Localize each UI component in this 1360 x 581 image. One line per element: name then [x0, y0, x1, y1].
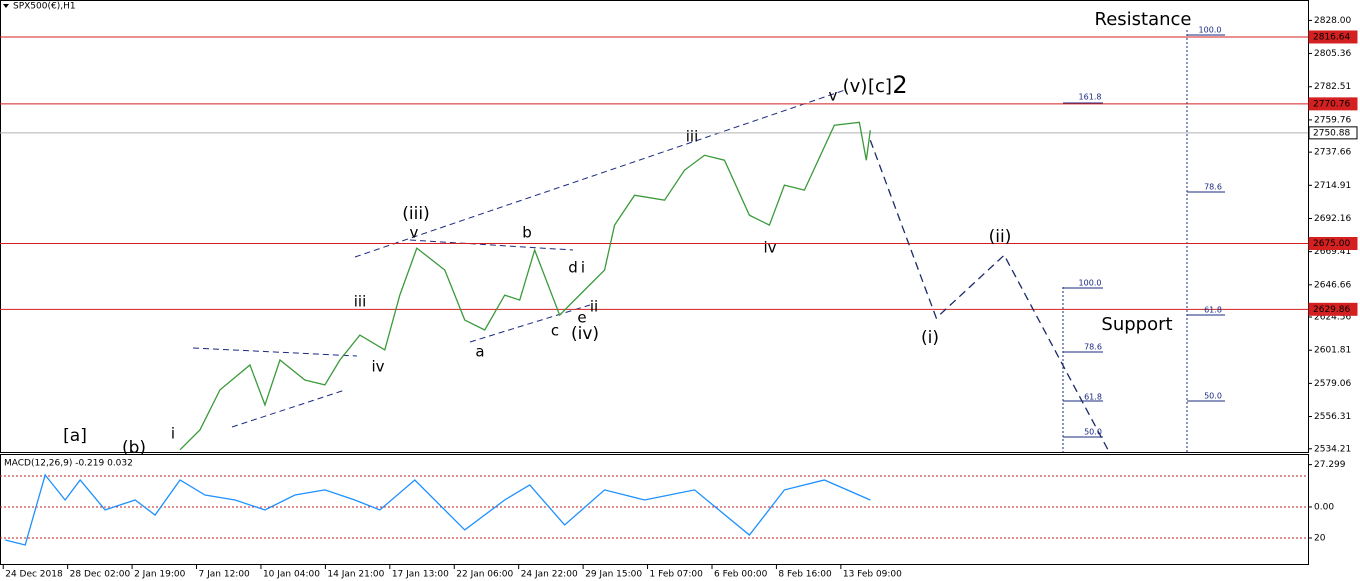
level-label: 2816.64 — [1313, 32, 1350, 42]
projection-line — [869, 140, 1110, 453]
wave-label: v — [829, 87, 838, 105]
macd-label: MACD(12,26,9) -0.219 0.032 — [4, 459, 133, 469]
fib-label: 78.6 — [1204, 183, 1222, 192]
level-label-box — [1308, 302, 1358, 316]
trend-line — [354, 89, 846, 258]
wave-label: iii — [354, 293, 367, 311]
macd-pane — [0, 454, 1309, 565]
y-tick-label: 2669.41 — [1314, 247, 1351, 257]
wave-label: (i) — [921, 328, 939, 348]
x-tick-label: 22 Jan 06:00 — [456, 570, 513, 580]
y-tick-label: 2737.66 — [1314, 148, 1351, 158]
x-tick-label: 6 Feb 00:00 — [714, 570, 768, 580]
wave-label: b — [522, 224, 532, 242]
y-tick-label: 2805.36 — [1314, 49, 1351, 59]
price-pane — [0, 0, 1309, 453]
level-label: 2629.86 — [1313, 305, 1350, 315]
wave-label: (ii) — [989, 227, 1012, 247]
level-label-box — [1308, 236, 1358, 250]
x-tick-label: 1 Feb 07:00 — [650, 570, 704, 580]
wave-label: i — [581, 259, 585, 277]
wave-label: a — [475, 343, 484, 361]
x-tick-label: 24 Dec 2018 — [5, 570, 63, 580]
level-label-box — [1308, 30, 1358, 44]
trend-line — [469, 304, 591, 343]
wave-label: (b) — [122, 438, 146, 458]
fib-lines — [1062, 30, 1188, 452]
level-label: 2770.76 — [1313, 99, 1350, 109]
wave-label: i — [171, 425, 175, 443]
fib-label: 161.8 — [1079, 93, 1102, 102]
wave-label: iii — [686, 128, 699, 146]
y-tick-label: 2601.81 — [1314, 346, 1351, 356]
fib-label: 50.0 — [1084, 428, 1102, 437]
price-line — [179, 121, 871, 451]
y-tick-label: 2759.76 — [1314, 115, 1351, 125]
zone-label: Resistance — [1095, 9, 1192, 30]
fib-label: 50.0 — [1204, 392, 1222, 401]
fib-label: 78.6 — [1084, 343, 1102, 352]
y-tick-label: 2556.31 — [1314, 412, 1351, 422]
y-tick-label: 2714.91 — [1314, 181, 1351, 191]
wave-label: v — [410, 224, 419, 242]
fib-ticks — [1063, 34, 1225, 438]
fib-label: 100.0 — [1199, 26, 1222, 35]
x-tick-label: 17 Jan 13:00 — [392, 570, 449, 580]
fib-label: 61.8 — [1084, 393, 1102, 402]
zone-label: Support — [1101, 314, 1172, 335]
trend-line — [192, 347, 358, 357]
fib-label: 100.0 — [1079, 279, 1102, 288]
wave-label: [c] — [868, 76, 892, 97]
wave-label: ii — [590, 298, 598, 316]
x-tick-label: 10 Jan 04:00 — [263, 570, 320, 580]
level-label: 2675.00 — [1313, 239, 1350, 249]
y-tick-label: 2646.66 — [1314, 280, 1351, 290]
wave-label: iv — [371, 358, 384, 376]
wave-label: e — [577, 309, 586, 327]
x-tick-label: 13 Feb 09:00 — [843, 570, 902, 580]
wave-label: (iv) — [571, 324, 599, 344]
level-label: 2750.88 — [1313, 128, 1350, 138]
wave-label: d — [568, 259, 578, 277]
macd-tick-label: 27.299 — [1314, 460, 1346, 470]
y-tick-label: 2624.56 — [1314, 313, 1351, 323]
y-tick-label: 2534.21 — [1314, 444, 1351, 454]
x-tick-label: 2 Jan 19:00 — [134, 570, 186, 580]
x-tick-label: 29 Jan 15:00 — [585, 570, 642, 580]
trend-line — [409, 239, 574, 251]
wave-label: iv — [763, 239, 776, 257]
wave-label: (iii) — [402, 204, 429, 224]
x-tick-label: 7 Jan 12:00 — [199, 570, 251, 580]
y-tick-label: 2782.51 — [1314, 82, 1351, 92]
x-tick-label: 24 Jan 22:00 — [521, 570, 578, 580]
trend-lines — [192, 89, 846, 428]
chart-title: SPX500(€),H1 — [13, 2, 76, 12]
y-tick-label: 2692.16 — [1314, 214, 1351, 224]
y-tick-label: 2828.00 — [1314, 16, 1351, 26]
wave-label: [a] — [63, 426, 87, 446]
wave-label: c — [551, 322, 559, 340]
x-tick-label: 14 Jan 21:00 — [327, 570, 384, 580]
fib-label: 61.8 — [1204, 306, 1222, 315]
x-tick-label: 28 Dec 02:00 — [70, 570, 131, 580]
wave-label: 2 — [892, 71, 907, 99]
y-tick-label: 2579.06 — [1314, 379, 1351, 389]
dropdown-icon — [3, 4, 9, 8]
level-label-box — [1308, 97, 1358, 111]
macd-tick-label: 20 — [1314, 534, 1326, 544]
level-label-box — [1308, 126, 1358, 140]
x-tick-label: 8 Feb 16:00 — [778, 570, 832, 580]
wave-label: (v) — [843, 76, 868, 97]
macd-line — [5, 473, 871, 546]
macd-tick-label: 0.00 — [1314, 502, 1334, 512]
